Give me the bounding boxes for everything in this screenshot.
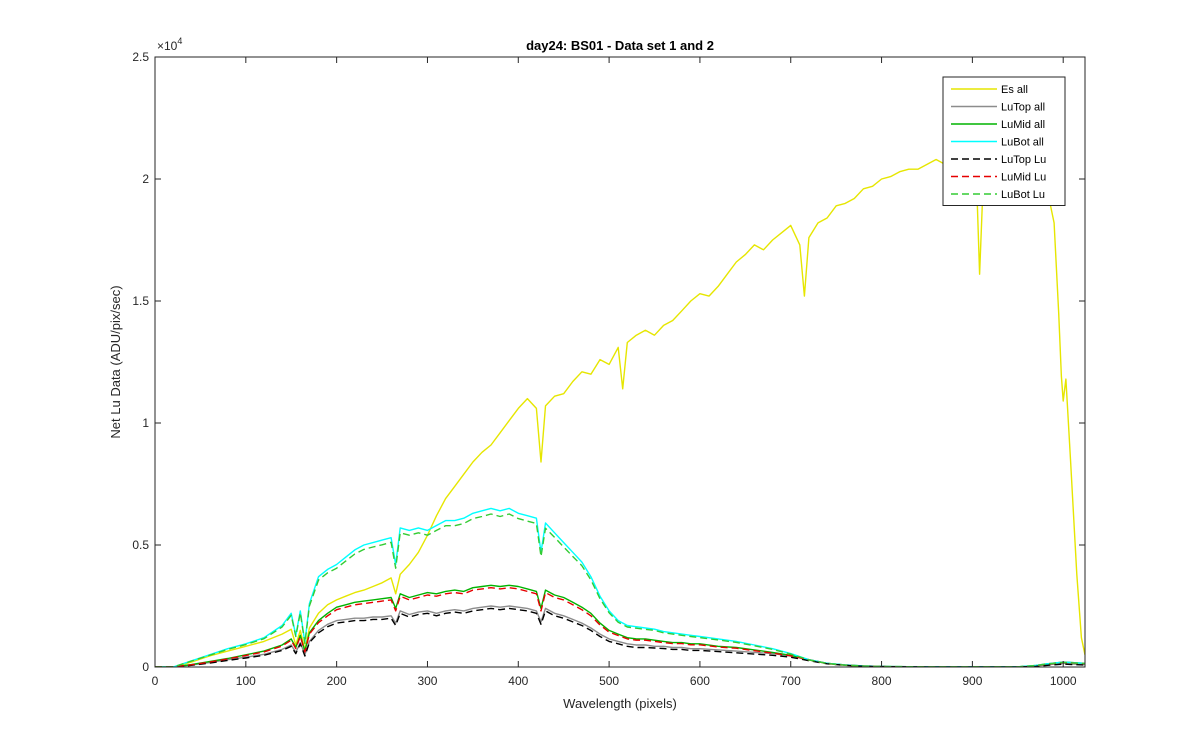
legend-entry-label: LuTop Lu <box>1001 154 1046 166</box>
series-line-4 <box>155 607 1085 667</box>
x-tick-label: 900 <box>962 674 982 688</box>
x-axis-label: Wavelength (pixels) <box>563 696 677 711</box>
x-tick-label: 300 <box>417 674 437 688</box>
chart-title: day24: BS01 - Data set 1 and 2 <box>526 38 714 53</box>
y-tick-label: 1.5 <box>132 294 149 308</box>
x-axis-ticks: 0 100 200 300 400 500 600 700 800 900 1000 <box>152 57 1077 688</box>
x-tick-label: 0 <box>152 674 159 688</box>
x-tick-label: 100 <box>236 674 256 688</box>
y-axis-ticks: 0 0.5 1 1.5 2 2.5 <box>132 50 1085 674</box>
legend-entry-label: LuBot all <box>1001 137 1044 149</box>
legend-entry-label: LuTop all <box>1001 102 1045 114</box>
y-tick-label: 0 <box>142 660 149 674</box>
y-exponent-base: ×10 <box>157 39 178 53</box>
series-line-5 <box>155 587 1085 667</box>
y-tick-label: 1 <box>142 416 149 430</box>
axes-box <box>154 56 1086 668</box>
legend-entry-label: LuBot Lu <box>1001 189 1045 201</box>
x-tick-label: 400 <box>508 674 528 688</box>
y-tick-label: 2.5 <box>132 50 149 64</box>
legend-entry-label: LuMid all <box>1001 119 1045 131</box>
series-layer <box>155 151 1085 667</box>
y-tick-label: 2 <box>142 172 149 186</box>
y-exponent-label: ×104 <box>157 36 182 53</box>
x-tick-label: 200 <box>327 674 347 688</box>
series-line-6 <box>155 513 1085 667</box>
x-tick-label: 800 <box>872 674 892 688</box>
legend: Es all LuTop all LuMid all LuBot all LuTop L… <box>942 76 1066 206</box>
x-tick-label: 600 <box>690 674 710 688</box>
x-tick-label: 1000 <box>1050 674 1077 688</box>
legend-entry-label: LuMid Lu <box>1001 172 1046 184</box>
y-exponent-power: 4 <box>177 36 182 46</box>
x-tick-label: 500 <box>599 674 619 688</box>
y-axis-label: Net Lu Data (ADU/pix/sec) <box>108 285 123 438</box>
legend-entry-label: Es all <box>1001 84 1028 96</box>
y-tick-label: 0.5 <box>132 538 149 552</box>
x-tick-label: 700 <box>781 674 801 688</box>
